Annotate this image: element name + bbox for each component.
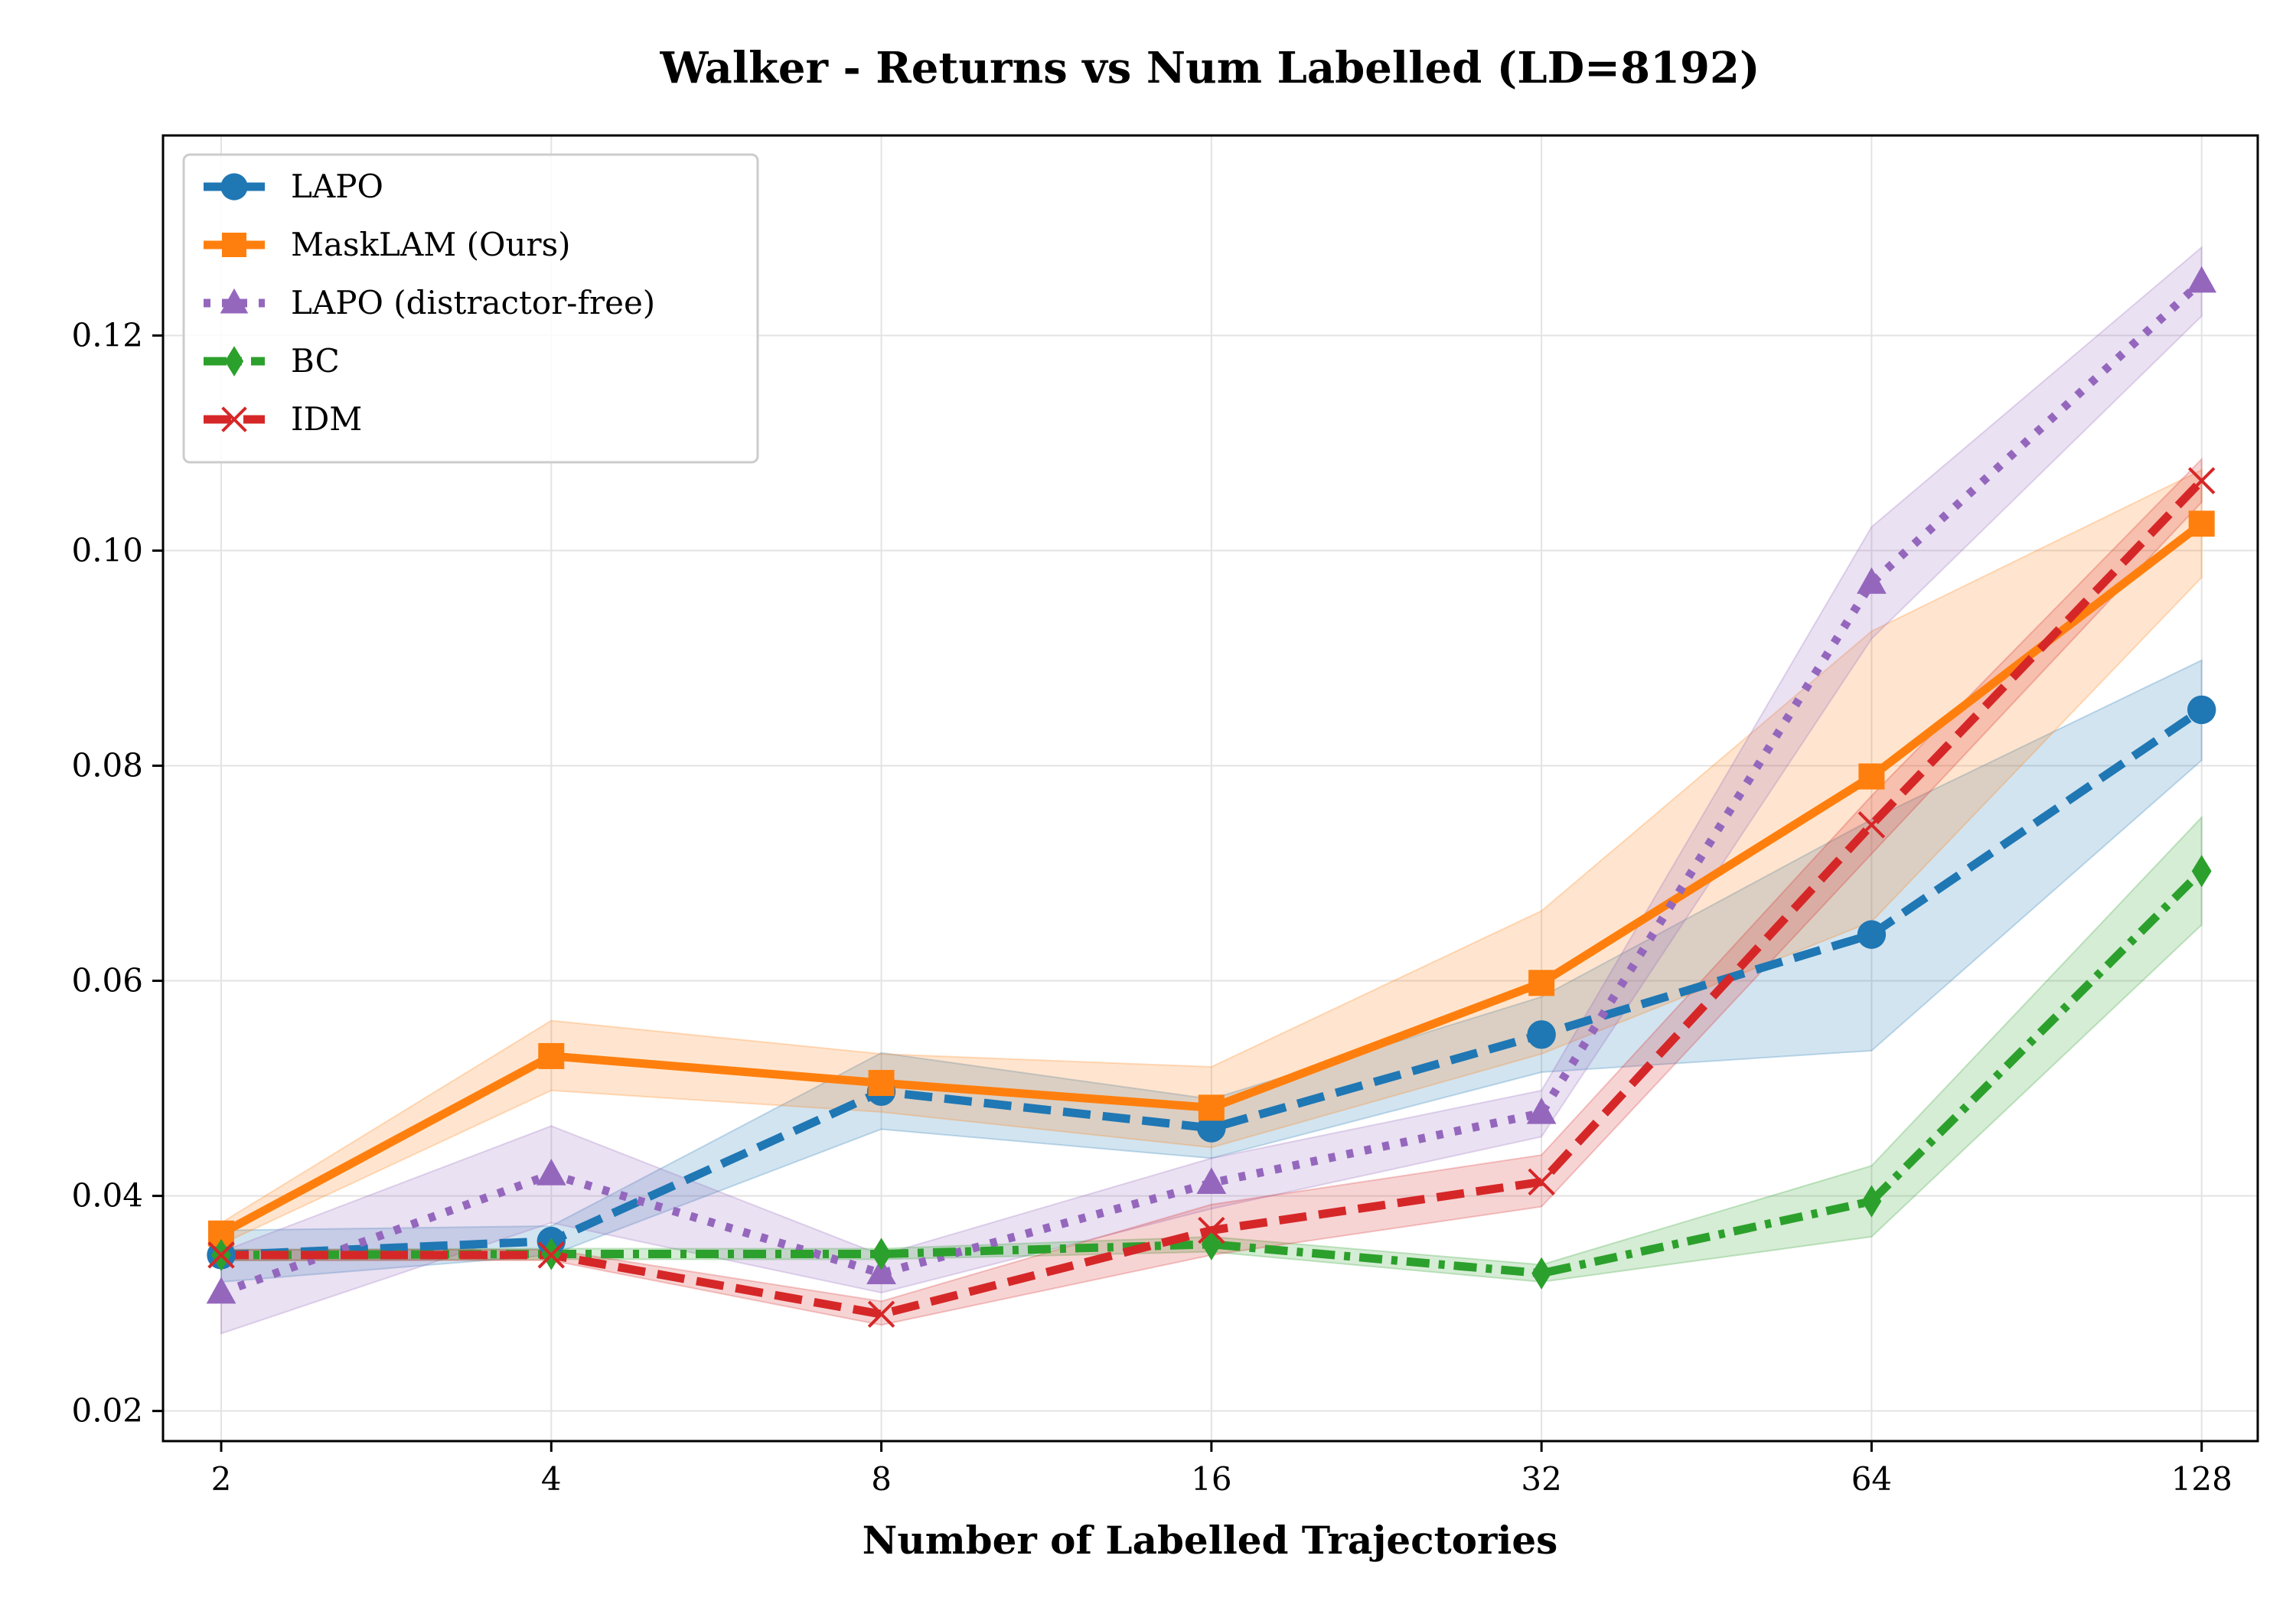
- data-point-idm: [1528, 1168, 1555, 1196]
- legend-marker: [220, 288, 249, 314]
- legend-item-idm: IDM: [204, 400, 362, 438]
- data-point-idm: [207, 1241, 235, 1269]
- data-point-lapo: [2187, 695, 2216, 725]
- legend-item-lapo: LAPO: [204, 168, 383, 205]
- data-point-lapo: [1857, 920, 1887, 949]
- marker-layer: [206, 266, 2217, 1328]
- data-point-bc: [1861, 1185, 1882, 1218]
- data-point-idm: [1198, 1216, 1225, 1244]
- data-point-masklam-ours: [538, 1042, 565, 1069]
- data-point-lapo-distractor-free: [1526, 1097, 1557, 1124]
- legend-label: IDM: [291, 400, 362, 438]
- data-point-lapo-distractor-free: [1196, 1167, 1227, 1195]
- y-tick-label: 0.10: [71, 531, 143, 569]
- data-point-lapo-distractor-free: [536, 1159, 566, 1185]
- band-masklam-ours: [220, 468, 2203, 1246]
- legend-box: [182, 153, 759, 464]
- data-point-idm: [1857, 811, 1886, 839]
- legend-label: LAPO: [291, 168, 383, 205]
- y-tick-label: 0.02: [71, 1392, 143, 1430]
- legend-label: BC: [291, 342, 340, 380]
- x-tick-label: 16: [1191, 1460, 1231, 1498]
- x-tick-label: 64: [1851, 1460, 1892, 1498]
- data-point-lapo-distractor-free: [866, 1257, 896, 1285]
- data-point-lapo-distractor-free: [206, 1277, 236, 1304]
- x-tick-label: 128: [2171, 1460, 2232, 1498]
- legend-marker: [222, 233, 246, 257]
- x-tick-label: 2: [211, 1460, 232, 1498]
- data-point-idm: [537, 1241, 566, 1269]
- data-point-idm: [867, 1300, 895, 1328]
- legend-marker: [221, 406, 247, 432]
- legend-label: LAPO (distractor-free): [291, 284, 655, 321]
- legend-item-lapo-distractor-free: LAPO (distractor-free): [204, 284, 655, 321]
- y-tick-label: 0.04: [71, 1177, 143, 1215]
- axis-layer: 2 4 8 16 32 64 128 0.02 0.04 0.06 0.08 0.10 0.12: [71, 316, 2232, 1498]
- legend-marker: [220, 173, 248, 201]
- data-point-lapo-distractor-free: [1857, 567, 1887, 594]
- legend-item-masklam-ours: MaskLAM (Ours): [204, 226, 571, 263]
- legend: LAPO MaskLAM (Ours) LAPO (distractor-free)…: [182, 153, 759, 464]
- data-point-bc: [2191, 855, 2212, 888]
- data-point-masklam-ours: [1198, 1094, 1225, 1121]
- data-point-lapo: [1197, 1114, 1226, 1143]
- band-lapo-distractor-free: [220, 245, 2203, 1335]
- x-axis-label: Number of Labelled Trajectories: [863, 1518, 1558, 1563]
- data-point-masklam-ours: [1528, 970, 1555, 996]
- data-point-lapo-distractor-free: [2187, 266, 2217, 293]
- y-tick-label: 0.06: [71, 962, 143, 1000]
- chart-title: Walker - Returns vs Num Labelled (LD=819…: [660, 43, 1760, 93]
- y-tick-label: 0.12: [71, 316, 143, 354]
- data-point-lapo: [1527, 1020, 1556, 1049]
- legend-item-bc: BC: [204, 342, 340, 380]
- x-tick-label: 8: [871, 1460, 892, 1498]
- data-point-bc: [871, 1238, 892, 1270]
- data-point-masklam-ours: [2188, 510, 2215, 537]
- legend-marker: [224, 346, 244, 377]
- data-point-bc: [1531, 1257, 1552, 1290]
- band-lapo: [220, 659, 2203, 1283]
- data-point-masklam-ours: [1858, 763, 1885, 790]
- data-point-masklam-ours: [868, 1070, 895, 1097]
- grid-layer: [163, 135, 2258, 1441]
- x-tick-label: 32: [1521, 1460, 1561, 1498]
- data-point-idm: [2187, 467, 2216, 494]
- x-tick-label: 4: [541, 1460, 562, 1498]
- legend-label: MaskLAM (Ours): [291, 226, 571, 263]
- y-tick-label: 0.08: [71, 746, 143, 784]
